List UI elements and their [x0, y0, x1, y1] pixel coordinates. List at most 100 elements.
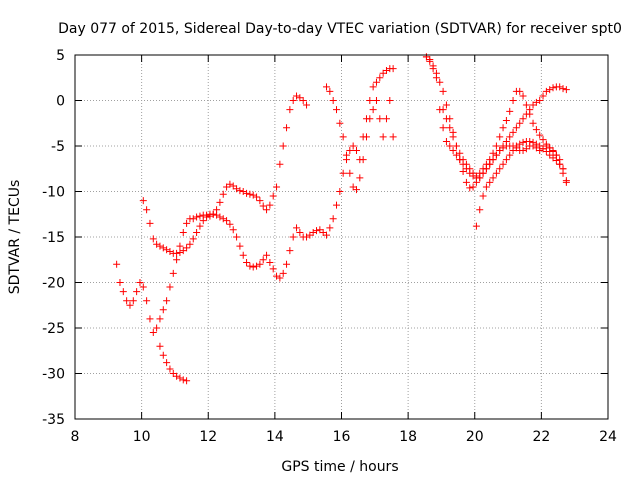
data-point — [293, 92, 301, 100]
data-point — [556, 160, 564, 168]
data-point — [169, 269, 177, 277]
data-point — [432, 69, 440, 77]
data-point — [133, 288, 141, 296]
data-point — [439, 87, 447, 95]
data-point — [529, 119, 537, 127]
data-point — [346, 169, 354, 177]
data-point — [516, 87, 524, 95]
data-point — [163, 359, 171, 367]
data-point — [296, 228, 304, 236]
x-tick-label: 20 — [466, 429, 484, 445]
data-point — [442, 137, 450, 145]
data-point — [283, 260, 291, 268]
data-point — [352, 147, 360, 155]
data-point — [499, 124, 507, 132]
data-point — [323, 231, 331, 239]
data-point — [219, 215, 227, 223]
data-point — [299, 97, 307, 104]
data-point — [562, 86, 570, 94]
data-point — [156, 242, 164, 250]
data-point — [166, 365, 174, 373]
plot-frame — [74, 54, 609, 420]
data-point — [279, 142, 287, 150]
data-point — [559, 85, 567, 93]
data-point — [286, 247, 294, 255]
data-point — [173, 249, 181, 257]
data-point — [269, 192, 277, 200]
data-point — [213, 206, 221, 214]
data-point — [286, 106, 294, 114]
data-point — [253, 262, 261, 270]
y-tick-label: 5 — [56, 48, 65, 64]
data-point — [266, 258, 274, 266]
data-point — [146, 315, 154, 323]
data-point — [366, 97, 374, 104]
data-point — [492, 142, 500, 150]
data-point — [243, 258, 251, 266]
data-point — [372, 78, 380, 86]
data-point — [426, 56, 434, 64]
data-point — [256, 260, 264, 268]
data-point — [462, 160, 470, 168]
data-point — [116, 279, 124, 286]
data-point — [546, 144, 554, 152]
data-point — [269, 265, 277, 273]
data-point — [223, 217, 231, 225]
data-point — [236, 242, 244, 250]
data-point — [179, 228, 187, 236]
data-point — [163, 297, 171, 305]
data-point — [542, 140, 550, 148]
data-point — [153, 240, 161, 248]
data-point — [499, 142, 507, 150]
data-point — [382, 115, 390, 123]
data-point — [263, 251, 271, 259]
data-point — [479, 192, 487, 200]
data-point — [196, 212, 204, 220]
y-tick-label: -15 — [42, 230, 65, 246]
data-point — [369, 106, 377, 114]
data-point — [173, 372, 181, 380]
data-point — [219, 190, 227, 198]
data-point — [486, 156, 494, 164]
data-point — [536, 97, 544, 104]
data-point — [372, 97, 380, 104]
data-point — [326, 87, 334, 95]
x-tick-label: 16 — [333, 429, 351, 445]
data-point — [532, 98, 540, 106]
data-point — [389, 65, 397, 73]
data-point — [382, 66, 390, 74]
data-point — [203, 213, 211, 221]
y-tick-label: -30 — [42, 367, 65, 383]
data-point — [176, 248, 184, 256]
data-point — [143, 206, 151, 214]
data-point — [342, 151, 350, 159]
y-tick-label: -35 — [42, 412, 65, 428]
axis-ticks: 8 10 12 14 16 18 20 22 24 -35 -30 -25 -20 -15 -10 -5 0 5 — [42, 48, 617, 445]
data-point — [226, 180, 234, 188]
data-point — [216, 213, 224, 221]
data-point — [559, 165, 567, 173]
data-point — [139, 283, 147, 291]
data-point — [472, 222, 480, 230]
data-point — [333, 201, 341, 209]
data-point — [346, 147, 354, 155]
data-point — [263, 206, 271, 214]
data-point — [542, 147, 550, 155]
data-point — [506, 133, 514, 141]
data-point — [549, 147, 557, 155]
x-tick-label: 10 — [133, 429, 151, 445]
data-point — [256, 197, 264, 205]
data-point — [492, 151, 500, 159]
data-point — [516, 119, 524, 127]
data-point — [329, 97, 337, 104]
y-tick-label: -25 — [42, 321, 65, 337]
series-7 — [472, 137, 567, 230]
data-point — [216, 198, 224, 206]
x-tick-label: 12 — [199, 429, 217, 445]
data-point — [442, 115, 450, 123]
data-point — [542, 87, 550, 95]
data-point — [183, 219, 191, 227]
data-point — [539, 136, 547, 144]
data-point — [492, 169, 500, 177]
data-point — [532, 126, 540, 134]
